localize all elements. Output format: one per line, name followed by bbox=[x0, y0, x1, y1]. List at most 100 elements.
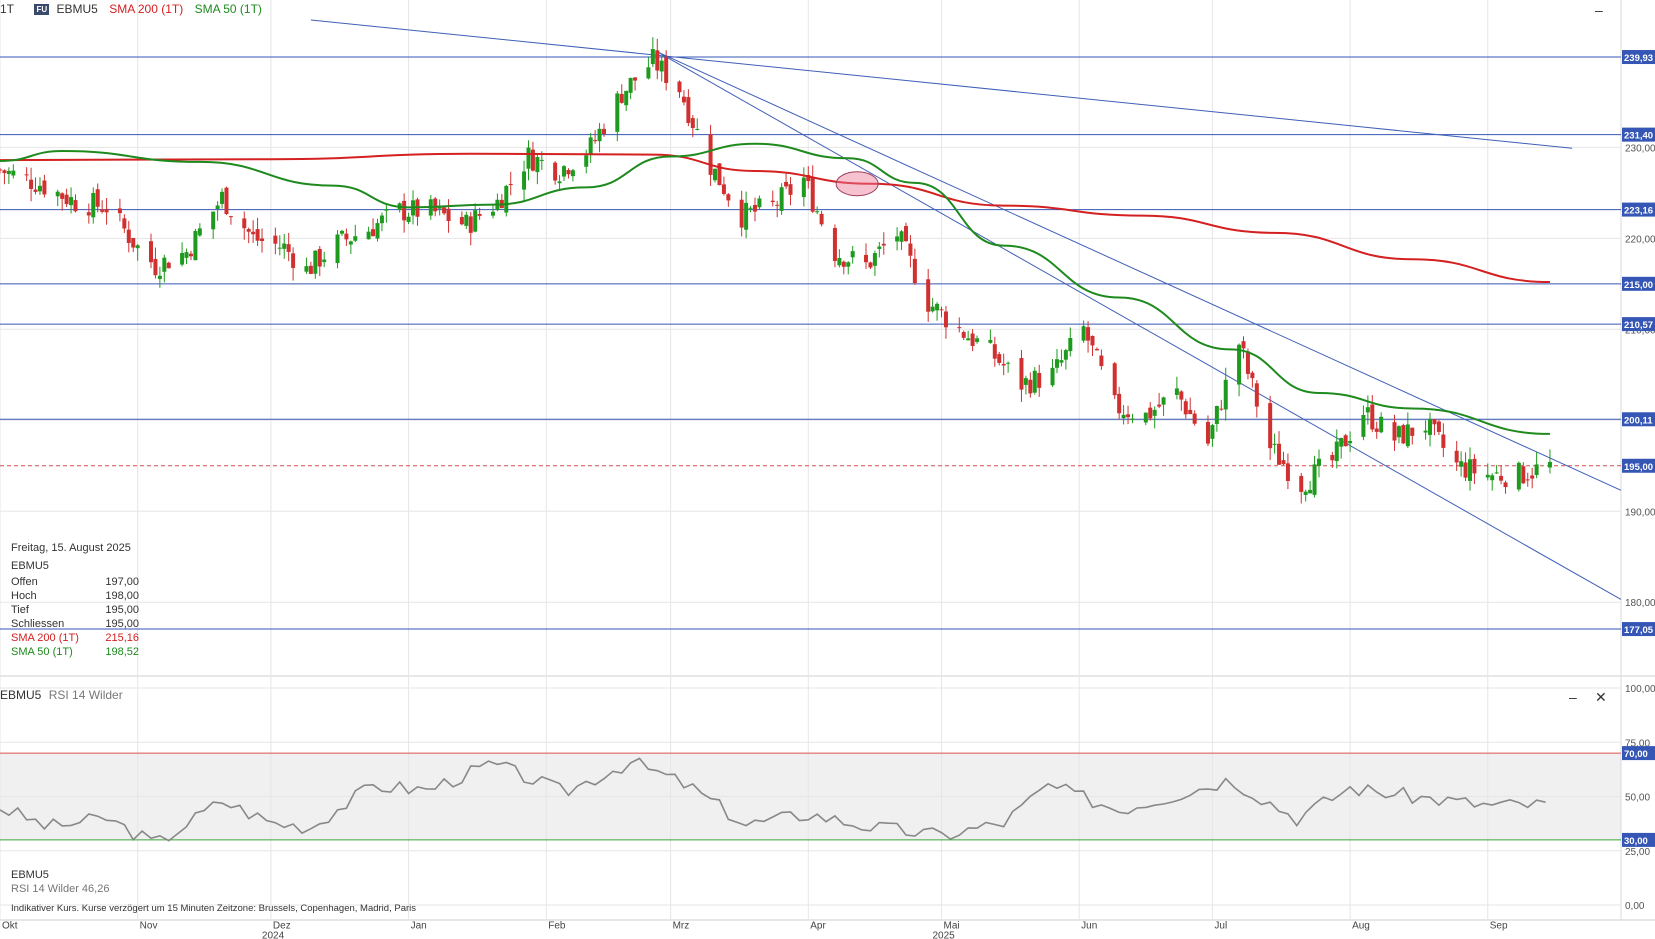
candle-body bbox=[1121, 414, 1126, 419]
candle-body bbox=[975, 338, 980, 342]
candle-body bbox=[619, 93, 624, 103]
y-tick-label: 220,00 bbox=[1625, 234, 1655, 245]
candle-body bbox=[131, 238, 136, 248]
candle-body bbox=[1086, 327, 1091, 341]
candle-body bbox=[1330, 455, 1335, 461]
level-label-box bbox=[1622, 127, 1655, 142]
candle-body bbox=[1525, 479, 1530, 481]
candle-body bbox=[1312, 464, 1317, 495]
candle-body bbox=[1210, 425, 1215, 439]
candle-body bbox=[95, 189, 100, 207]
candle-body bbox=[779, 187, 784, 211]
rsi-level-box bbox=[1622, 832, 1655, 847]
candle-body bbox=[473, 210, 478, 232]
candle-body bbox=[748, 207, 753, 209]
candle-body bbox=[1432, 419, 1437, 425]
info-row-label: Offen bbox=[11, 576, 38, 588]
candle-body bbox=[1365, 407, 1370, 413]
candle-body bbox=[943, 311, 948, 328]
candle-body bbox=[166, 262, 171, 269]
minimize-icon[interactable]: – bbox=[1595, 2, 1603, 18]
candle-body bbox=[1174, 388, 1179, 395]
interval-label[interactable]: 1T bbox=[0, 2, 14, 16]
candle-body bbox=[557, 181, 562, 184]
candle-body bbox=[508, 184, 513, 186]
candle-body bbox=[1028, 379, 1033, 394]
candle-body bbox=[1161, 397, 1166, 405]
candle-body bbox=[322, 259, 327, 263]
candle-body bbox=[677, 81, 682, 93]
sma200-legend[interactable]: SMA 200 (1T) bbox=[109, 2, 184, 16]
candle-body bbox=[260, 238, 265, 241]
level-label: 210,57 bbox=[1624, 320, 1653, 331]
level-label: 223,16 bbox=[1624, 206, 1653, 217]
candle-body bbox=[713, 168, 718, 181]
candle-body bbox=[442, 207, 447, 214]
candle-body bbox=[446, 208, 451, 221]
candle-body bbox=[1179, 391, 1184, 400]
candle-body bbox=[1277, 443, 1282, 465]
candle-body bbox=[126, 229, 131, 243]
info-row-label: SMA 50 (1T) bbox=[11, 646, 73, 658]
candle-body bbox=[224, 187, 229, 215]
candle-body bbox=[371, 229, 376, 237]
x-tick-label: Apr bbox=[810, 921, 826, 932]
candle-body bbox=[1370, 404, 1375, 430]
candle-body bbox=[597, 128, 602, 142]
candle-body bbox=[655, 50, 660, 71]
candle-body bbox=[379, 215, 384, 224]
candle-body bbox=[117, 208, 122, 214]
rsi-level-label: 30,00 bbox=[1624, 836, 1648, 847]
candle-body bbox=[1436, 421, 1441, 432]
info-row: Schliessen 195,00 bbox=[11, 617, 139, 631]
candle-body bbox=[872, 253, 877, 266]
candle-body bbox=[997, 354, 1002, 363]
candle-body bbox=[832, 227, 837, 261]
candle-body bbox=[721, 184, 726, 194]
candle-body bbox=[903, 226, 908, 242]
info-row: Offen 197,00 bbox=[11, 575, 139, 589]
candle-body bbox=[122, 218, 127, 229]
candle-body bbox=[1068, 337, 1073, 352]
year-label: 2025 bbox=[933, 931, 956, 939]
x-tick-label: Aug bbox=[1352, 921, 1370, 932]
candle-body bbox=[695, 129, 700, 131]
rsi-indicator-label: RSI 14 Wilder bbox=[48, 688, 123, 702]
candle-body bbox=[433, 198, 438, 212]
rsi-tick-label: 75,00 bbox=[1625, 738, 1650, 749]
candle-body bbox=[553, 162, 558, 181]
candle-body bbox=[810, 177, 815, 212]
candle-body bbox=[1254, 383, 1259, 407]
candle-body bbox=[584, 155, 589, 167]
candle-body bbox=[228, 216, 233, 218]
candle-body bbox=[69, 197, 74, 206]
last-price-box bbox=[1622, 458, 1655, 473]
x-tick-label: Sep bbox=[1490, 921, 1508, 932]
candle-body bbox=[1019, 358, 1024, 390]
footer-note: Indikativer Kurs. Kurse verzögert um 15 … bbox=[11, 903, 416, 914]
candle-body bbox=[1188, 409, 1193, 415]
candle-body bbox=[42, 180, 47, 195]
level-label-box bbox=[1622, 202, 1655, 217]
candle-body bbox=[522, 171, 527, 190]
candle-body bbox=[1423, 430, 1428, 433]
info-row: Hoch 198,00 bbox=[11, 589, 139, 603]
symbol-label[interactable]: EBMU5 bbox=[56, 2, 98, 16]
sma50-legend[interactable]: SMA 50 (1T) bbox=[194, 2, 262, 16]
candle-body bbox=[188, 253, 193, 257]
rsi-close-icon[interactable]: ✕ bbox=[1595, 689, 1607, 705]
candle-body bbox=[624, 90, 629, 106]
rsi-minimize-icon[interactable]: – bbox=[1569, 689, 1577, 705]
candle-body bbox=[1441, 434, 1446, 448]
level-label-box bbox=[1622, 50, 1655, 65]
candle-body bbox=[846, 262, 851, 267]
candle-body bbox=[286, 244, 291, 252]
x-tick-label: Feb bbox=[548, 921, 566, 932]
candle-body bbox=[308, 265, 313, 274]
candle-body bbox=[899, 231, 904, 242]
candle-body bbox=[1050, 367, 1055, 386]
candle-body bbox=[148, 241, 153, 263]
candle-body bbox=[930, 306, 935, 312]
candle-body bbox=[957, 327, 962, 329]
